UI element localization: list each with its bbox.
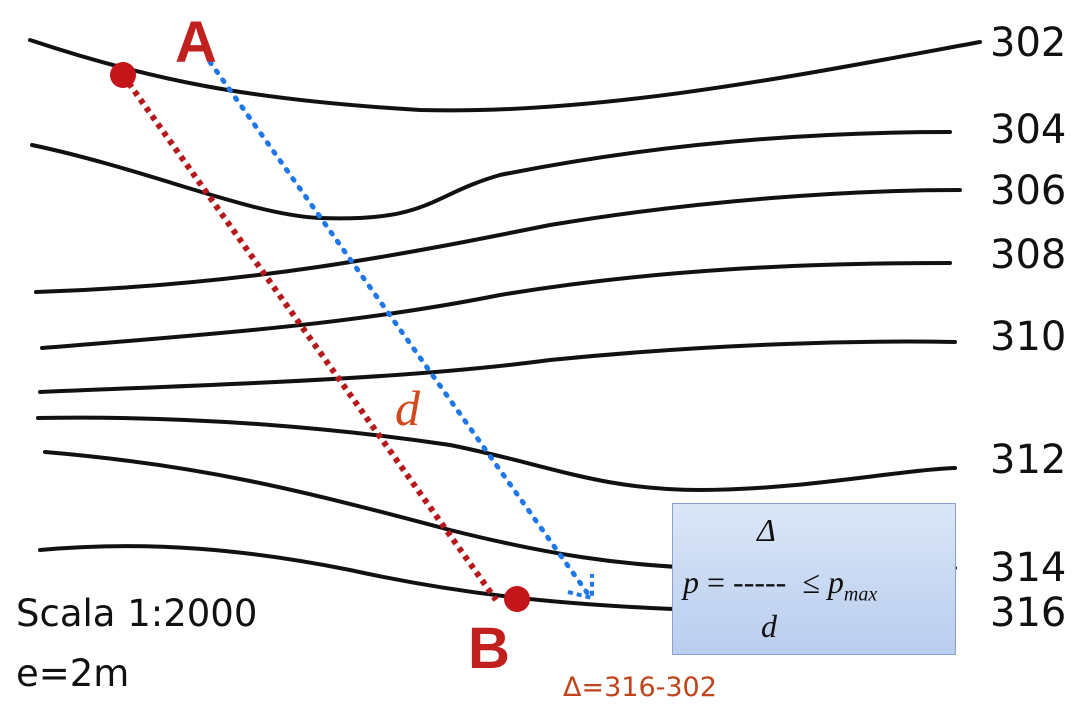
- contour-line-304: [30, 130, 952, 221]
- slope-formula-box: Δ p = ----- ≤ pmax d: [672, 503, 956, 655]
- contour-line-310: [38, 339, 957, 394]
- path-ab-line: [120, 73, 499, 602]
- distance-arrow-line: [207, 59, 591, 597]
- formula-denominator: d: [761, 608, 777, 644]
- point-b-marker: [504, 586, 530, 612]
- contour-line-302: [28, 38, 982, 113]
- elevation-label-306: 306: [990, 168, 1066, 214]
- contour-line-316: [38, 544, 702, 612]
- formula-lhs: p: [683, 564, 699, 600]
- elevation-label-314: 314: [990, 545, 1066, 591]
- point-a-label: A: [175, 10, 217, 75]
- distance-label: d: [395, 380, 421, 436]
- arrowhead-icon: [567, 574, 594, 601]
- elevation-label-310: 310: [990, 314, 1066, 360]
- contour-line-306: [34, 188, 962, 294]
- formula-row: p = ----- ≤ pmax: [683, 564, 877, 606]
- formula-leq: ≤: [802, 564, 820, 600]
- formula-numerator: Δ: [757, 512, 776, 548]
- formula-equals: =: [707, 564, 726, 600]
- scale-caption: Scala 1:2000: [16, 592, 258, 635]
- elevation-label-308: 308: [990, 232, 1066, 278]
- elevation-label-302: 302: [990, 20, 1066, 66]
- elevation-label-316: 316: [990, 590, 1066, 636]
- formula-pmax-sub: max: [843, 583, 878, 606]
- formula-pmax-base: p: [827, 564, 844, 600]
- delta-caption: Δ=316-302: [563, 672, 717, 703]
- point-b-label: B: [468, 616, 510, 681]
- elevation-label-312: 312: [990, 437, 1066, 483]
- contour-line-308: [40, 261, 952, 350]
- point-a-marker: [110, 62, 136, 88]
- elevation-label-304: 304: [990, 107, 1066, 153]
- contour-line-312: [36, 415, 957, 493]
- formula-fraction-bar: -----: [733, 564, 787, 600]
- equidistance-caption: e=2m: [16, 652, 130, 695]
